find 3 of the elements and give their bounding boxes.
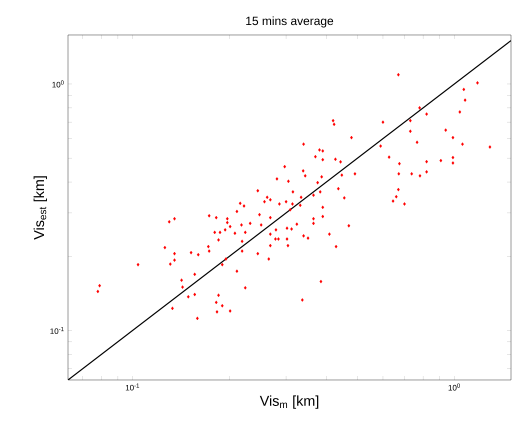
chart-title: 15 mins average	[246, 16, 334, 28]
x-axis-title: Vis$_{m}$ [km]	[260, 395, 318, 409]
y-axis-title: Vis$_{est}$ [km]	[34, 176, 47, 240]
